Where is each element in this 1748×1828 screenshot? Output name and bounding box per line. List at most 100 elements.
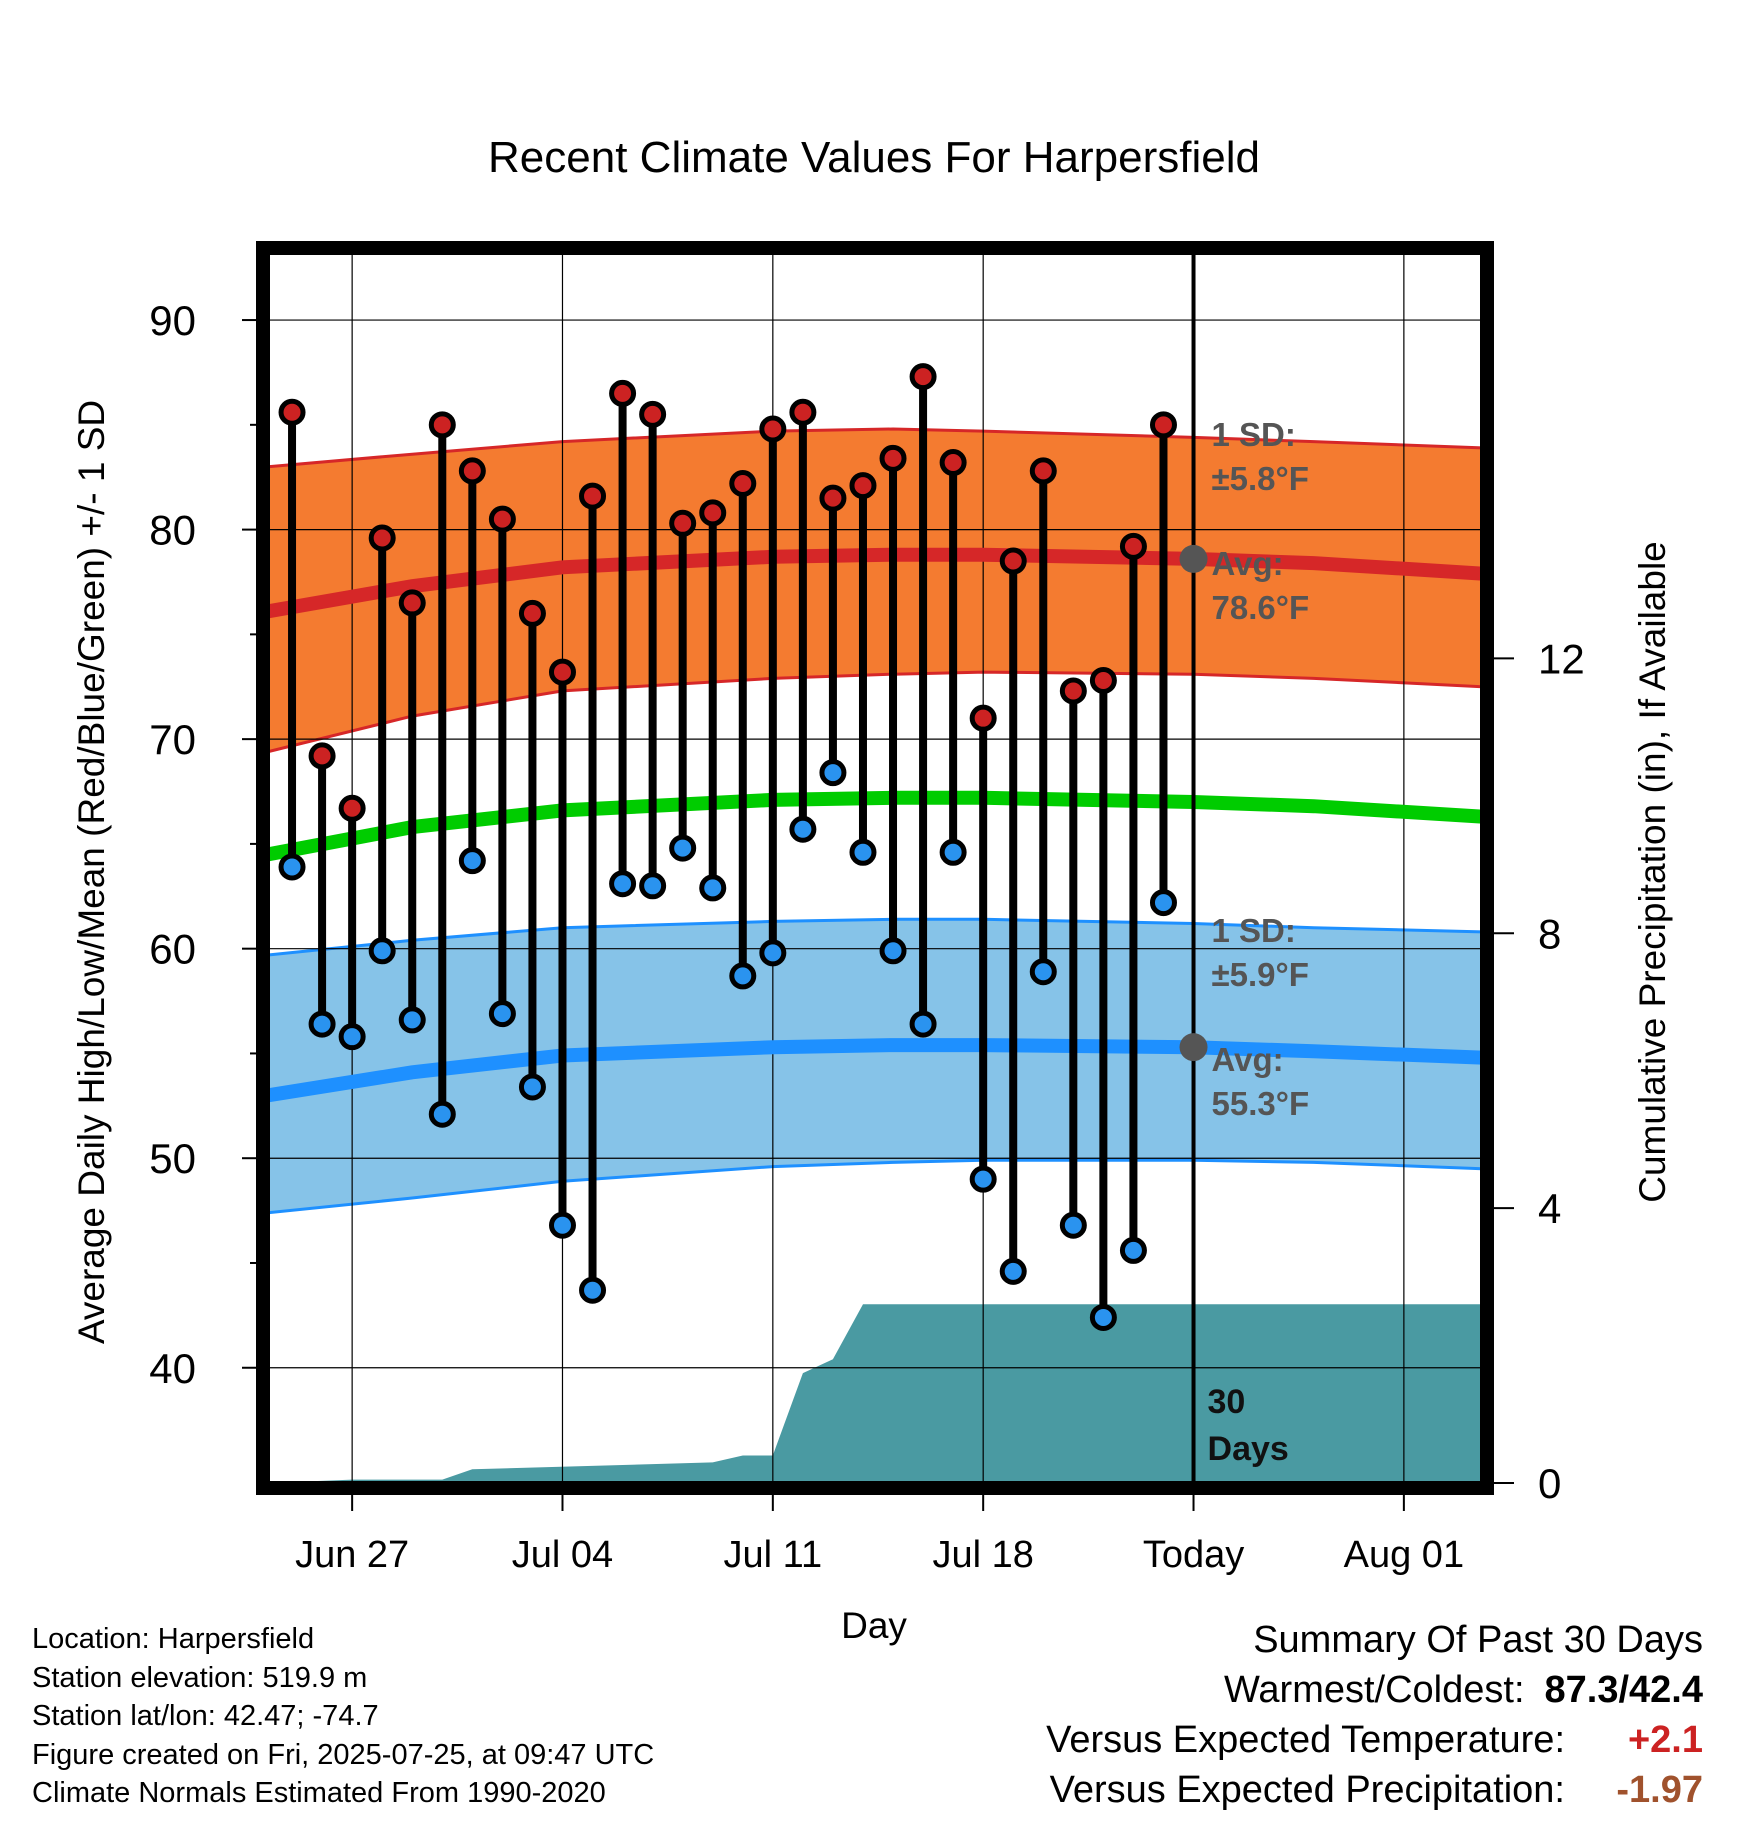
low-sd-label: 1 SD: — [1212, 912, 1296, 949]
daily-low-point — [999, 1257, 1027, 1285]
plot-area — [268, 253, 1482, 1483]
latlon-text: Station lat/lon: 42.47; -74.7 — [32, 1700, 379, 1732]
summary-warmest-row: Warmest/Coldest: 87.3/42.4 — [1046, 1665, 1703, 1715]
daily-high-point — [1119, 532, 1147, 560]
daily-high-point — [398, 589, 426, 617]
daily-high-point — [999, 547, 1027, 575]
y-left-tick-label: 70 — [149, 716, 196, 763]
daily-low-point — [1089, 1303, 1117, 1331]
x-tick-label: Jun 27 — [295, 1534, 409, 1576]
summary-precip-row: Versus Expected Precipitation: -1.97 — [1046, 1765, 1703, 1815]
daily-low-point — [879, 937, 907, 965]
normals-text: Climate Normals Estimated From 1990-2020 — [32, 1777, 606, 1809]
daily-high-point — [879, 444, 907, 472]
daily-high-point — [729, 469, 757, 497]
daily-low-point — [759, 939, 787, 967]
elevation-text: Station elevation: 519.9 m — [32, 1661, 368, 1694]
daily-low-point — [939, 838, 967, 866]
daily-high-point — [368, 524, 396, 552]
mean-avg-line — [268, 790, 1482, 862]
daily-low-point — [518, 1073, 546, 1101]
daily-low-point — [488, 1000, 516, 1028]
daily-high-point — [1149, 411, 1177, 439]
daily-high-point — [909, 363, 937, 391]
low-avg-value: 55.3°F — [1212, 1085, 1310, 1122]
daily-low-point — [1149, 889, 1177, 917]
created-text: Figure created on Fri, 2025-07-25, at 09… — [32, 1738, 655, 1771]
high-avg-label: Avg: — [1212, 545, 1284, 582]
warmest-value: 87.3/42.4 — [1544, 1669, 1703, 1711]
y-axis-left-label: Average Daily High/Low/Mean (Red/Blue/Gr… — [71, 400, 112, 1344]
y-left-tick-label: 50 — [149, 1135, 196, 1182]
daily-low-point — [308, 1010, 336, 1038]
today-low-avg-marker — [1179, 1033, 1208, 1062]
daily-high-point — [1029, 457, 1057, 485]
daily-low-point — [1059, 1211, 1087, 1239]
y-left-tick-label: 60 — [149, 926, 196, 973]
daily-low-point — [278, 853, 306, 881]
daily-low-point — [849, 838, 877, 866]
days-count-label: 30 — [1208, 1383, 1246, 1421]
low-avg-line — [268, 1038, 1482, 1103]
daily-low-point — [699, 874, 727, 902]
chart-title: Recent Climate Values For Harpersfield — [488, 133, 1260, 182]
daily-high-point — [488, 505, 516, 533]
x-axis-label: Day — [841, 1605, 907, 1646]
daily-high-point — [669, 509, 697, 537]
daily-high-point — [759, 415, 787, 443]
y-left-tick-label: 80 — [149, 507, 196, 554]
daily-high-point — [609, 379, 637, 407]
location-text: Location: Harpersfield — [32, 1623, 315, 1655]
x-tick-label: Jul 04 — [512, 1534, 613, 1576]
daily-low-point — [639, 872, 667, 900]
daily-low-point — [729, 962, 757, 990]
precip-value: -1.97 — [1616, 1769, 1703, 1811]
days-word-label: Days — [1208, 1430, 1289, 1468]
daily-high-point — [518, 599, 546, 627]
daily-high-point — [1059, 677, 1087, 705]
x-tick-label: Aug 01 — [1344, 1534, 1464, 1576]
temp-label: Versus Expected Temperature: — [1046, 1719, 1565, 1761]
daily-high-point — [819, 484, 847, 512]
x-tick-label: Jul 11 — [724, 1534, 823, 1576]
daily-high-point — [789, 398, 817, 426]
daily-high-point — [579, 482, 607, 510]
daily-low-point — [428, 1100, 456, 1128]
temp-value: +2.1 — [1627, 1719, 1703, 1761]
y-right-tick-label: 12 — [1538, 635, 1585, 682]
daily-high-point — [338, 794, 366, 822]
daily-high-point — [849, 472, 877, 500]
high-sd-value: ±5.8°F — [1212, 460, 1309, 497]
x-tick-label: Today — [1143, 1534, 1244, 1576]
high-sd-label: 1 SD: — [1212, 416, 1296, 453]
daily-high-point — [308, 742, 336, 770]
daily-low-point — [398, 1006, 426, 1034]
daily-high-point — [278, 398, 306, 426]
precip-area — [268, 1304, 1482, 1483]
y-left-tick-label: 90 — [149, 297, 196, 344]
summary-temp-row: Versus Expected Temperature: +2.1 — [1046, 1715, 1703, 1765]
daily-low-point — [1119, 1236, 1147, 1264]
y-left-tick-label: 40 — [149, 1345, 196, 1392]
daily-low-point — [669, 834, 697, 862]
daily-low-point — [819, 759, 847, 787]
daily-low-point — [338, 1023, 366, 1051]
daily-high-point — [428, 411, 456, 439]
daily-high-point — [939, 449, 967, 477]
low-avg-label: Avg: — [1212, 1041, 1284, 1078]
precip-label: Versus Expected Precipitation: — [1049, 1769, 1565, 1811]
y-right-tick-label: 8 — [1538, 910, 1561, 957]
x-tick-label: Jul 18 — [932, 1534, 1033, 1576]
daily-high-point — [548, 658, 576, 686]
y-right-tick-label: 4 — [1538, 1185, 1561, 1232]
warmest-label: Warmest/Coldest: — [1223, 1669, 1525, 1711]
daily-low-point — [1029, 958, 1057, 986]
daily-high-point — [699, 499, 727, 527]
daily-low-point — [609, 870, 637, 898]
daily-high-point — [639, 400, 667, 428]
daily-low-point — [969, 1165, 997, 1193]
y-axis-right-label: Cumulative Precipitation (in), If Availa… — [1632, 541, 1673, 1203]
daily-low-point — [458, 847, 486, 875]
y-right-tick-label: 0 — [1538, 1460, 1561, 1507]
